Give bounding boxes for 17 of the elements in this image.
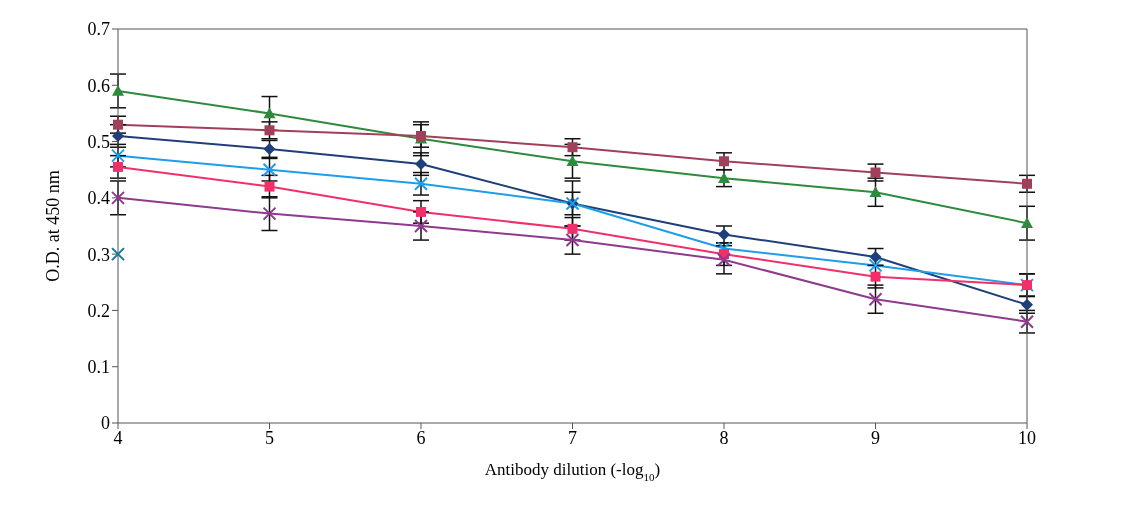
x-axis-title: Antibody dilution (-log$_{10}$) — [484, 460, 661, 483]
x-tick-label: 9 — [871, 427, 880, 448]
y-tick-label: 0.3 — [87, 244, 110, 265]
y-tick-label: 0 — [101, 413, 110, 434]
y-tick-label: 0.4 — [87, 188, 110, 209]
x-tick-label: 4 — [113, 427, 123, 448]
x-tick-label: 6 — [416, 427, 426, 448]
y-axis-title: O.D. at 450 nm — [43, 170, 64, 282]
x-tick-label: 7 — [568, 427, 577, 448]
x-tick-label: 10 — [1018, 427, 1036, 448]
y-tick-label: 0.2 — [87, 300, 110, 321]
x-tick-label: 5 — [265, 427, 274, 448]
y-tick-label: 0.1 — [87, 357, 110, 378]
y-tick-label: 0.7 — [87, 19, 110, 40]
x-tick-label: 8 — [719, 427, 729, 448]
y-tick-label: 0.5 — [87, 131, 110, 152]
y-tick-label: 0.6 — [87, 75, 110, 96]
